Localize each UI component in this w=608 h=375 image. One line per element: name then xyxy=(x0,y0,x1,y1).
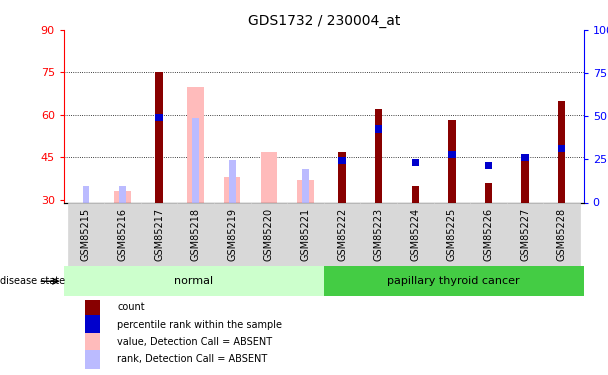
Text: GSM85217: GSM85217 xyxy=(154,208,164,261)
Bar xyxy=(302,169,309,202)
Bar xyxy=(64,266,323,296)
Bar xyxy=(522,154,529,203)
Bar xyxy=(375,109,382,202)
Text: GSM85225: GSM85225 xyxy=(447,208,457,261)
Title: GDS1732 / 230004_at: GDS1732 / 230004_at xyxy=(247,13,400,28)
Bar xyxy=(104,202,140,266)
Bar xyxy=(448,151,455,158)
Bar xyxy=(192,118,199,202)
Text: GSM85219: GSM85219 xyxy=(227,208,237,261)
Text: GSM85227: GSM85227 xyxy=(520,208,530,261)
Bar xyxy=(178,202,214,266)
Bar xyxy=(214,202,250,266)
Bar xyxy=(250,202,287,266)
Bar xyxy=(397,202,434,266)
Bar xyxy=(544,202,580,266)
Text: GSM85220: GSM85220 xyxy=(264,208,274,261)
Bar xyxy=(85,315,100,334)
Bar xyxy=(85,333,100,351)
Text: GSM85226: GSM85226 xyxy=(483,208,494,261)
Text: rank, Detection Call = ABSENT: rank, Detection Call = ABSENT xyxy=(117,354,268,364)
Bar xyxy=(412,186,419,202)
Bar xyxy=(261,152,277,202)
Text: GSM85216: GSM85216 xyxy=(117,208,128,261)
Bar xyxy=(229,160,235,202)
Text: GSM85228: GSM85228 xyxy=(557,208,567,261)
Bar xyxy=(140,202,178,266)
Bar xyxy=(434,202,470,266)
Bar xyxy=(507,202,544,266)
Bar xyxy=(485,183,492,203)
Text: GSM85221: GSM85221 xyxy=(300,208,311,261)
Text: disease state: disease state xyxy=(0,276,65,286)
Bar xyxy=(287,202,323,266)
Bar xyxy=(156,114,163,121)
Bar xyxy=(522,154,529,161)
Bar xyxy=(297,180,314,203)
Bar xyxy=(361,202,397,266)
Bar xyxy=(558,101,565,202)
Text: papillary thyroid cancer: papillary thyroid cancer xyxy=(387,276,520,286)
Text: value, Detection Call = ABSENT: value, Detection Call = ABSENT xyxy=(117,337,272,347)
Text: GSM85222: GSM85222 xyxy=(337,208,347,261)
Bar xyxy=(323,266,584,296)
Bar xyxy=(339,156,346,164)
Bar xyxy=(323,202,361,266)
Text: percentile rank within the sample: percentile rank within the sample xyxy=(117,320,282,330)
Bar xyxy=(85,350,100,369)
Bar xyxy=(224,177,241,203)
Text: normal: normal xyxy=(174,276,213,286)
Bar xyxy=(470,202,507,266)
Bar xyxy=(83,186,89,202)
Bar xyxy=(119,186,126,202)
Text: GSM85223: GSM85223 xyxy=(374,208,384,261)
Bar xyxy=(187,87,204,202)
Bar xyxy=(339,152,346,202)
Bar xyxy=(485,162,492,169)
Bar xyxy=(448,120,455,202)
Text: GSM85224: GSM85224 xyxy=(410,208,420,261)
Text: GSM85218: GSM85218 xyxy=(191,208,201,261)
Bar xyxy=(114,191,131,202)
Bar xyxy=(375,126,382,132)
Bar xyxy=(67,202,104,266)
Text: GSM85215: GSM85215 xyxy=(81,208,91,261)
Bar xyxy=(85,298,100,317)
Bar xyxy=(558,145,565,152)
Text: count: count xyxy=(117,303,145,312)
Bar xyxy=(412,159,419,166)
Bar xyxy=(156,72,163,202)
